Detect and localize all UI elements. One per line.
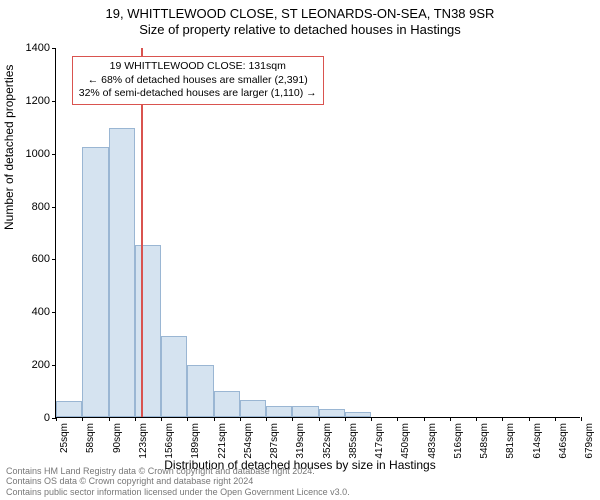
x-tick-mark	[161, 417, 162, 421]
chart-title-sub: Size of property relative to detached ho…	[0, 22, 600, 37]
x-tick-mark	[502, 417, 503, 421]
x-tick-mark	[240, 417, 241, 421]
x-tick-mark	[56, 417, 57, 421]
x-tick-label: 679sqm	[584, 423, 595, 459]
histogram-bar	[266, 406, 292, 417]
y-axis-label: Number of detached properties	[2, 65, 16, 230]
footer-line-1: Contains HM Land Registry data © Crown c…	[6, 466, 350, 477]
x-tick-label: 123sqm	[138, 423, 149, 459]
x-tick-label: 58sqm	[85, 423, 96, 453]
x-tick-mark	[187, 417, 188, 421]
x-tick-label: 483sqm	[427, 423, 438, 459]
histogram-bar	[109, 128, 135, 417]
y-tick-mark	[52, 154, 56, 155]
annotation-line: 19 WHITTLEWOOD CLOSE: 131sqm	[79, 60, 317, 74]
x-tick-label: 614sqm	[532, 423, 543, 459]
x-tick-mark	[371, 417, 372, 421]
x-tick-mark	[529, 417, 530, 421]
y-tick-mark	[52, 259, 56, 260]
x-tick-label: 352sqm	[322, 423, 333, 459]
footer-line-2: Contains OS data © Crown copyright and d…	[6, 476, 350, 487]
x-tick-mark	[319, 417, 320, 421]
x-tick-label: 90sqm	[112, 423, 123, 453]
x-tick-label: 287sqm	[269, 423, 280, 459]
x-tick-mark	[82, 417, 83, 421]
x-tick-label: 189sqm	[190, 423, 201, 459]
x-tick-mark	[266, 417, 267, 421]
x-tick-label: 221sqm	[217, 423, 228, 459]
x-tick-label: 581sqm	[505, 423, 516, 459]
footer-attribution: Contains HM Land Registry data © Crown c…	[6, 466, 350, 498]
histogram-bar	[319, 409, 345, 417]
y-tick-mark	[52, 365, 56, 366]
x-tick-label: 516sqm	[453, 423, 464, 459]
histogram-bar	[82, 147, 108, 417]
x-tick-label: 385sqm	[348, 423, 359, 459]
histogram-bar	[240, 400, 266, 417]
histogram-bar	[187, 365, 213, 417]
title-block: 19, WHITTLEWOOD CLOSE, ST LEONARDS-ON-SE…	[0, 0, 600, 37]
x-tick-label: 450sqm	[400, 423, 411, 459]
x-tick-mark	[450, 417, 451, 421]
histogram-bar	[214, 391, 240, 417]
x-tick-mark	[214, 417, 215, 421]
histogram-bar	[161, 336, 187, 417]
x-tick-mark	[109, 417, 110, 421]
x-tick-mark	[345, 417, 346, 421]
histogram-bar	[345, 412, 371, 417]
x-tick-mark	[424, 417, 425, 421]
y-tick-mark	[52, 48, 56, 49]
annotation-line: ← 68% of detached houses are smaller (2,…	[79, 74, 317, 88]
plot-area: 020040060080010001200140025sqm58sqm90sqm…	[55, 48, 580, 418]
histogram-bar	[292, 406, 318, 417]
footer-line-3: Contains public sector information licen…	[6, 487, 350, 498]
annotation-box: 19 WHITTLEWOOD CLOSE: 131sqm← 68% of det…	[72, 56, 324, 105]
histogram-bar	[56, 401, 82, 417]
x-tick-mark	[292, 417, 293, 421]
x-tick-mark	[476, 417, 477, 421]
x-tick-label: 548sqm	[479, 423, 490, 459]
y-tick-mark	[52, 207, 56, 208]
x-tick-label: 254sqm	[243, 423, 254, 459]
x-tick-label: 646sqm	[558, 423, 569, 459]
chart-title-main: 19, WHITTLEWOOD CLOSE, ST LEONARDS-ON-SE…	[0, 6, 600, 21]
x-tick-label: 319sqm	[295, 423, 306, 459]
x-tick-label: 25sqm	[59, 423, 70, 453]
histogram-bar	[135, 245, 161, 417]
x-tick-label: 417sqm	[374, 423, 385, 459]
chart-container: 19, WHITTLEWOOD CLOSE, ST LEONARDS-ON-SE…	[0, 0, 600, 500]
x-tick-mark	[581, 417, 582, 421]
y-tick-mark	[52, 101, 56, 102]
x-tick-mark	[555, 417, 556, 421]
x-tick-mark	[397, 417, 398, 421]
x-tick-label: 156sqm	[164, 423, 175, 459]
y-tick-mark	[52, 312, 56, 313]
annotation-line: 32% of semi-detached houses are larger (…	[79, 87, 317, 101]
x-tick-mark	[135, 417, 136, 421]
